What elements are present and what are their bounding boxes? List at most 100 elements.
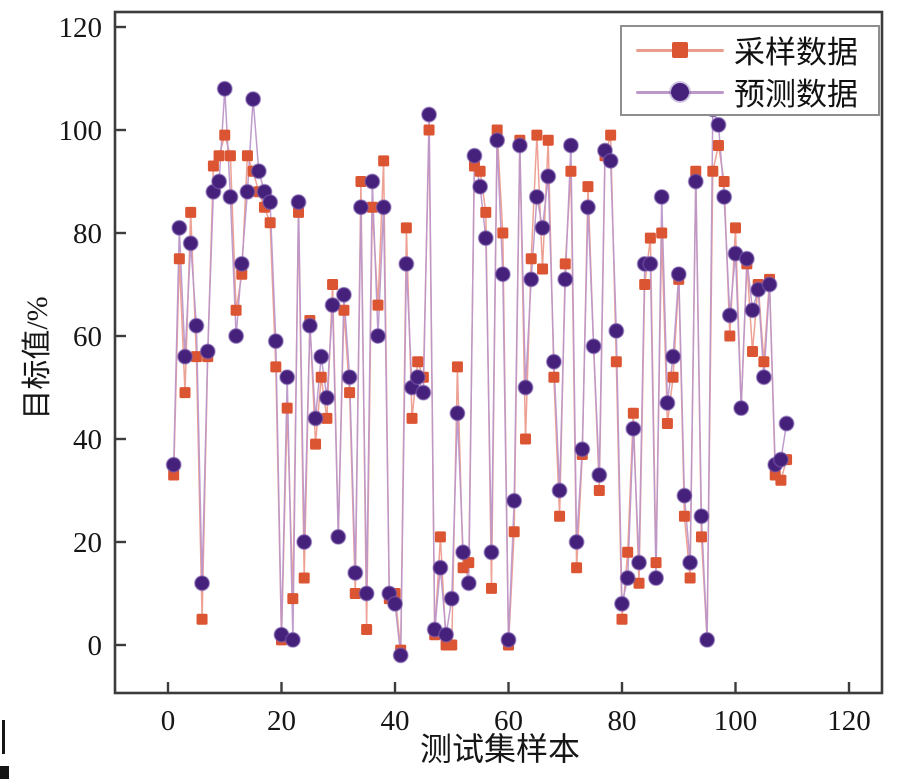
sampled-point [554,510,566,522]
predicted-point [545,353,562,370]
sampled-point [474,165,486,177]
predicted-point [551,482,568,499]
predicted-point [290,194,307,211]
y-axis-title: 目标值/% [21,296,54,420]
sampled-point [650,557,662,569]
sampled-point [730,222,741,234]
sampled-point [185,206,197,218]
predicted-point [284,631,301,648]
x-tick-label: 120 [827,705,871,737]
predicted-point [494,266,511,283]
predicted-point [449,405,466,422]
predicted-point [676,487,693,504]
sampled-point [344,387,356,399]
predicted-point [778,415,795,432]
sampled-point [281,402,293,414]
predicted-point [744,302,761,319]
predicted-point [557,271,574,288]
scan-artifact-corner [0,766,9,779]
predicted-point [307,410,324,427]
x-tick-label: 80 [608,705,637,737]
predicted-point [460,575,477,592]
predicted-point [262,194,279,211]
predicted-point [341,369,358,386]
predicted-point [574,441,591,458]
predicted-point [506,492,523,509]
predicted-point [386,595,403,612]
predicted-point [318,389,335,406]
predicted-point [659,394,676,411]
sampled-point [559,258,571,270]
predicted-point [489,132,506,149]
predicted-point [211,173,228,190]
predicted-point [772,451,789,468]
predicted-point [710,116,727,133]
y-tick-label: 40 [73,424,102,456]
scan-artifact-line [2,720,5,754]
legend-label-sampled: 采样数据 [734,35,858,70]
predicted-point [562,137,579,154]
sampled-point [747,345,759,357]
y-tick-label: 100 [59,115,103,147]
square-marker-icon [672,41,688,58]
sampled-point [434,531,446,543]
sampled-point [168,469,180,481]
sampled-series-sample [636,40,724,60]
predicted-point [665,348,682,365]
sampled-point [327,279,339,290]
sampled-point [707,165,719,177]
predicted-point [228,327,245,344]
legend-item-sampled: 采样数据 [636,30,878,70]
sampled-point [366,201,378,213]
sampled-point [656,227,668,239]
predicted-point [245,91,262,108]
predicted-point [188,317,205,334]
sampled-point [610,356,622,368]
predicted-point [466,147,483,164]
y-tick-label: 0 [88,630,103,662]
predicted-point [216,80,233,97]
sampled-point [531,129,543,141]
sampled-point [451,361,463,373]
sampled-point [542,134,554,146]
legend: 采样数据 预测数据 [620,25,880,116]
predicted-point [653,188,670,205]
sampled-point [349,588,361,599]
x-axis-title: 测试集样本 [419,731,581,767]
predicted-point [177,348,194,365]
sampled-point [667,371,679,383]
sampled-point [230,304,242,316]
y-tick-label: 60 [73,321,102,353]
sampled-point [684,572,696,584]
sampled-point [236,268,248,280]
x-tick-label: 20 [267,705,296,737]
predicted-point [409,369,426,386]
x-tick-label: 100 [714,705,758,737]
predicted-point [194,575,211,592]
predicted-point [301,317,318,334]
sampled-point [627,407,639,419]
predicted-point [364,173,381,190]
predicted-point [250,163,267,180]
predicted-point [455,544,472,561]
predicted-point [721,307,738,324]
y-tick-label: 80 [73,218,102,250]
predicted-point [738,250,755,267]
sampled-point [173,253,185,265]
sampled-point [400,222,412,234]
legend-item-predicted: 预测数据 [636,72,878,112]
sampled-point [293,206,305,218]
predicted-point [199,343,216,360]
sampled-point [537,263,549,275]
predicted-point [347,564,364,581]
sampled-point [224,150,236,162]
predicted-point [528,188,545,205]
sampled-point [406,412,418,424]
predicted-point [239,183,256,200]
predicted-point [415,384,432,401]
predicted-point [483,544,500,561]
sampled-point [264,217,276,229]
sampled-point [758,356,770,368]
sampled-point [508,526,520,538]
